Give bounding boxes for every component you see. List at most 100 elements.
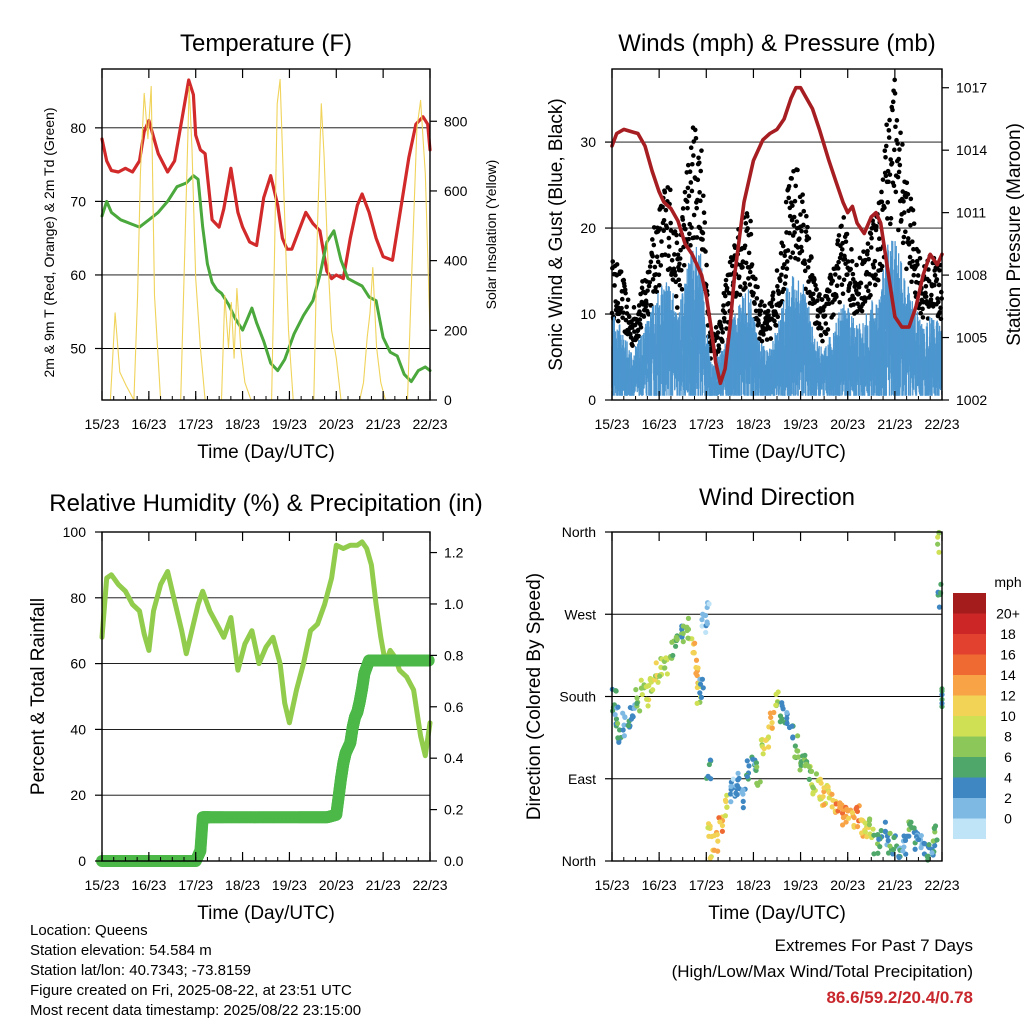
gust-point (877, 236, 882, 241)
direction-point (896, 854, 902, 861)
direction-point (663, 655, 669, 661)
direction-point (773, 702, 779, 708)
gust-point (638, 325, 644, 330)
gust-point (901, 210, 907, 215)
gust-point (720, 339, 725, 344)
gust-point (878, 246, 883, 252)
x-tick-label: 15/23 (84, 877, 119, 893)
gust-point (647, 269, 652, 275)
direction-point (918, 832, 924, 839)
direction-point (650, 687, 656, 693)
direction-point (839, 802, 845, 808)
gust-point (932, 273, 938, 278)
direction-point (699, 676, 706, 682)
gust-point (912, 290, 918, 295)
direction-point (829, 804, 835, 810)
gust-point (865, 248, 870, 254)
gust-point (672, 229, 678, 234)
y-right-tick-label: 1008 (956, 267, 987, 283)
x-tick-label: 22/23 (412, 416, 447, 432)
direction-point (829, 791, 835, 797)
gust-point (910, 239, 915, 244)
gust-point (615, 318, 621, 324)
gust-point (658, 263, 664, 268)
gust-point (782, 281, 788, 286)
gust-point (614, 262, 620, 267)
x-tick-label: 21/23 (366, 416, 401, 432)
x-tick-label: 19/23 (272, 416, 307, 432)
x-axis-label: Time (Day/UTC) (708, 903, 846, 924)
direction-point (700, 685, 706, 691)
direction-point (685, 626, 692, 632)
gust-point (797, 236, 802, 241)
direction-point (744, 758, 750, 764)
gust-point (848, 281, 853, 286)
direction-point (705, 825, 711, 831)
gust-point (764, 337, 770, 342)
gust-point (746, 250, 752, 256)
gust-point (697, 225, 703, 231)
direction-point (802, 763, 808, 769)
colorbar-swatch (953, 716, 986, 737)
direction-point (821, 802, 827, 808)
gust-point (938, 289, 944, 295)
colorbar-swatch (953, 757, 986, 778)
direction-point (878, 828, 884, 834)
gust-point (836, 259, 841, 265)
gust-point (819, 297, 825, 302)
direction-point (746, 763, 752, 769)
x-tick-label: 20/23 (319, 416, 354, 432)
gust-point (790, 250, 796, 255)
direction-point (789, 723, 795, 729)
gust-point (757, 302, 763, 308)
gust-point (687, 169, 693, 175)
y-tick-label: 60 (70, 656, 86, 672)
colorbar-label: 12 (1000, 688, 1016, 704)
gust-point (839, 223, 844, 229)
direction-point (621, 722, 627, 728)
gust-point (872, 282, 878, 288)
gust-point (868, 231, 874, 236)
y-axis-label-right: Solar Insolation (Yellow) (483, 160, 499, 310)
direction-point (843, 819, 849, 825)
direction-point (740, 791, 746, 797)
direction-point (821, 788, 827, 795)
direction-point (885, 850, 892, 856)
y-tick-label: West (564, 606, 596, 622)
direction-point (802, 752, 808, 758)
gust-point (673, 272, 678, 278)
direction-point (784, 715, 790, 721)
direction-point (711, 847, 717, 853)
gust-point (873, 227, 879, 233)
direction-point (734, 783, 740, 789)
gust-point (755, 284, 760, 290)
colorbar-swatch (953, 818, 986, 839)
direction-point (694, 700, 700, 706)
gust-point (896, 156, 902, 162)
gust-point (920, 315, 926, 320)
direction-point (680, 639, 686, 645)
gust-point (799, 248, 805, 254)
extremes-box: Extremes For Past 7 Days (High/Low/Max W… (672, 933, 973, 1011)
gust-point (684, 199, 690, 204)
gust-point (619, 305, 624, 311)
direction-point (693, 670, 699, 677)
gust-point (907, 254, 913, 260)
gust-point (703, 249, 708, 254)
direction-point (734, 791, 740, 798)
gust-point (769, 304, 775, 309)
gust-point (722, 310, 728, 316)
direction-point (730, 776, 736, 782)
gust-point (743, 285, 748, 290)
gust-point (699, 148, 704, 153)
gust-point (911, 221, 917, 226)
gust-point (916, 249, 921, 254)
gust-point (901, 234, 907, 240)
y-tick-label: 50 (70, 341, 86, 357)
gust-point (911, 272, 917, 278)
gust-point (679, 267, 684, 273)
gust-point (850, 271, 856, 277)
y-right-tick-label: 400 (444, 253, 468, 269)
gust-point (844, 231, 850, 237)
